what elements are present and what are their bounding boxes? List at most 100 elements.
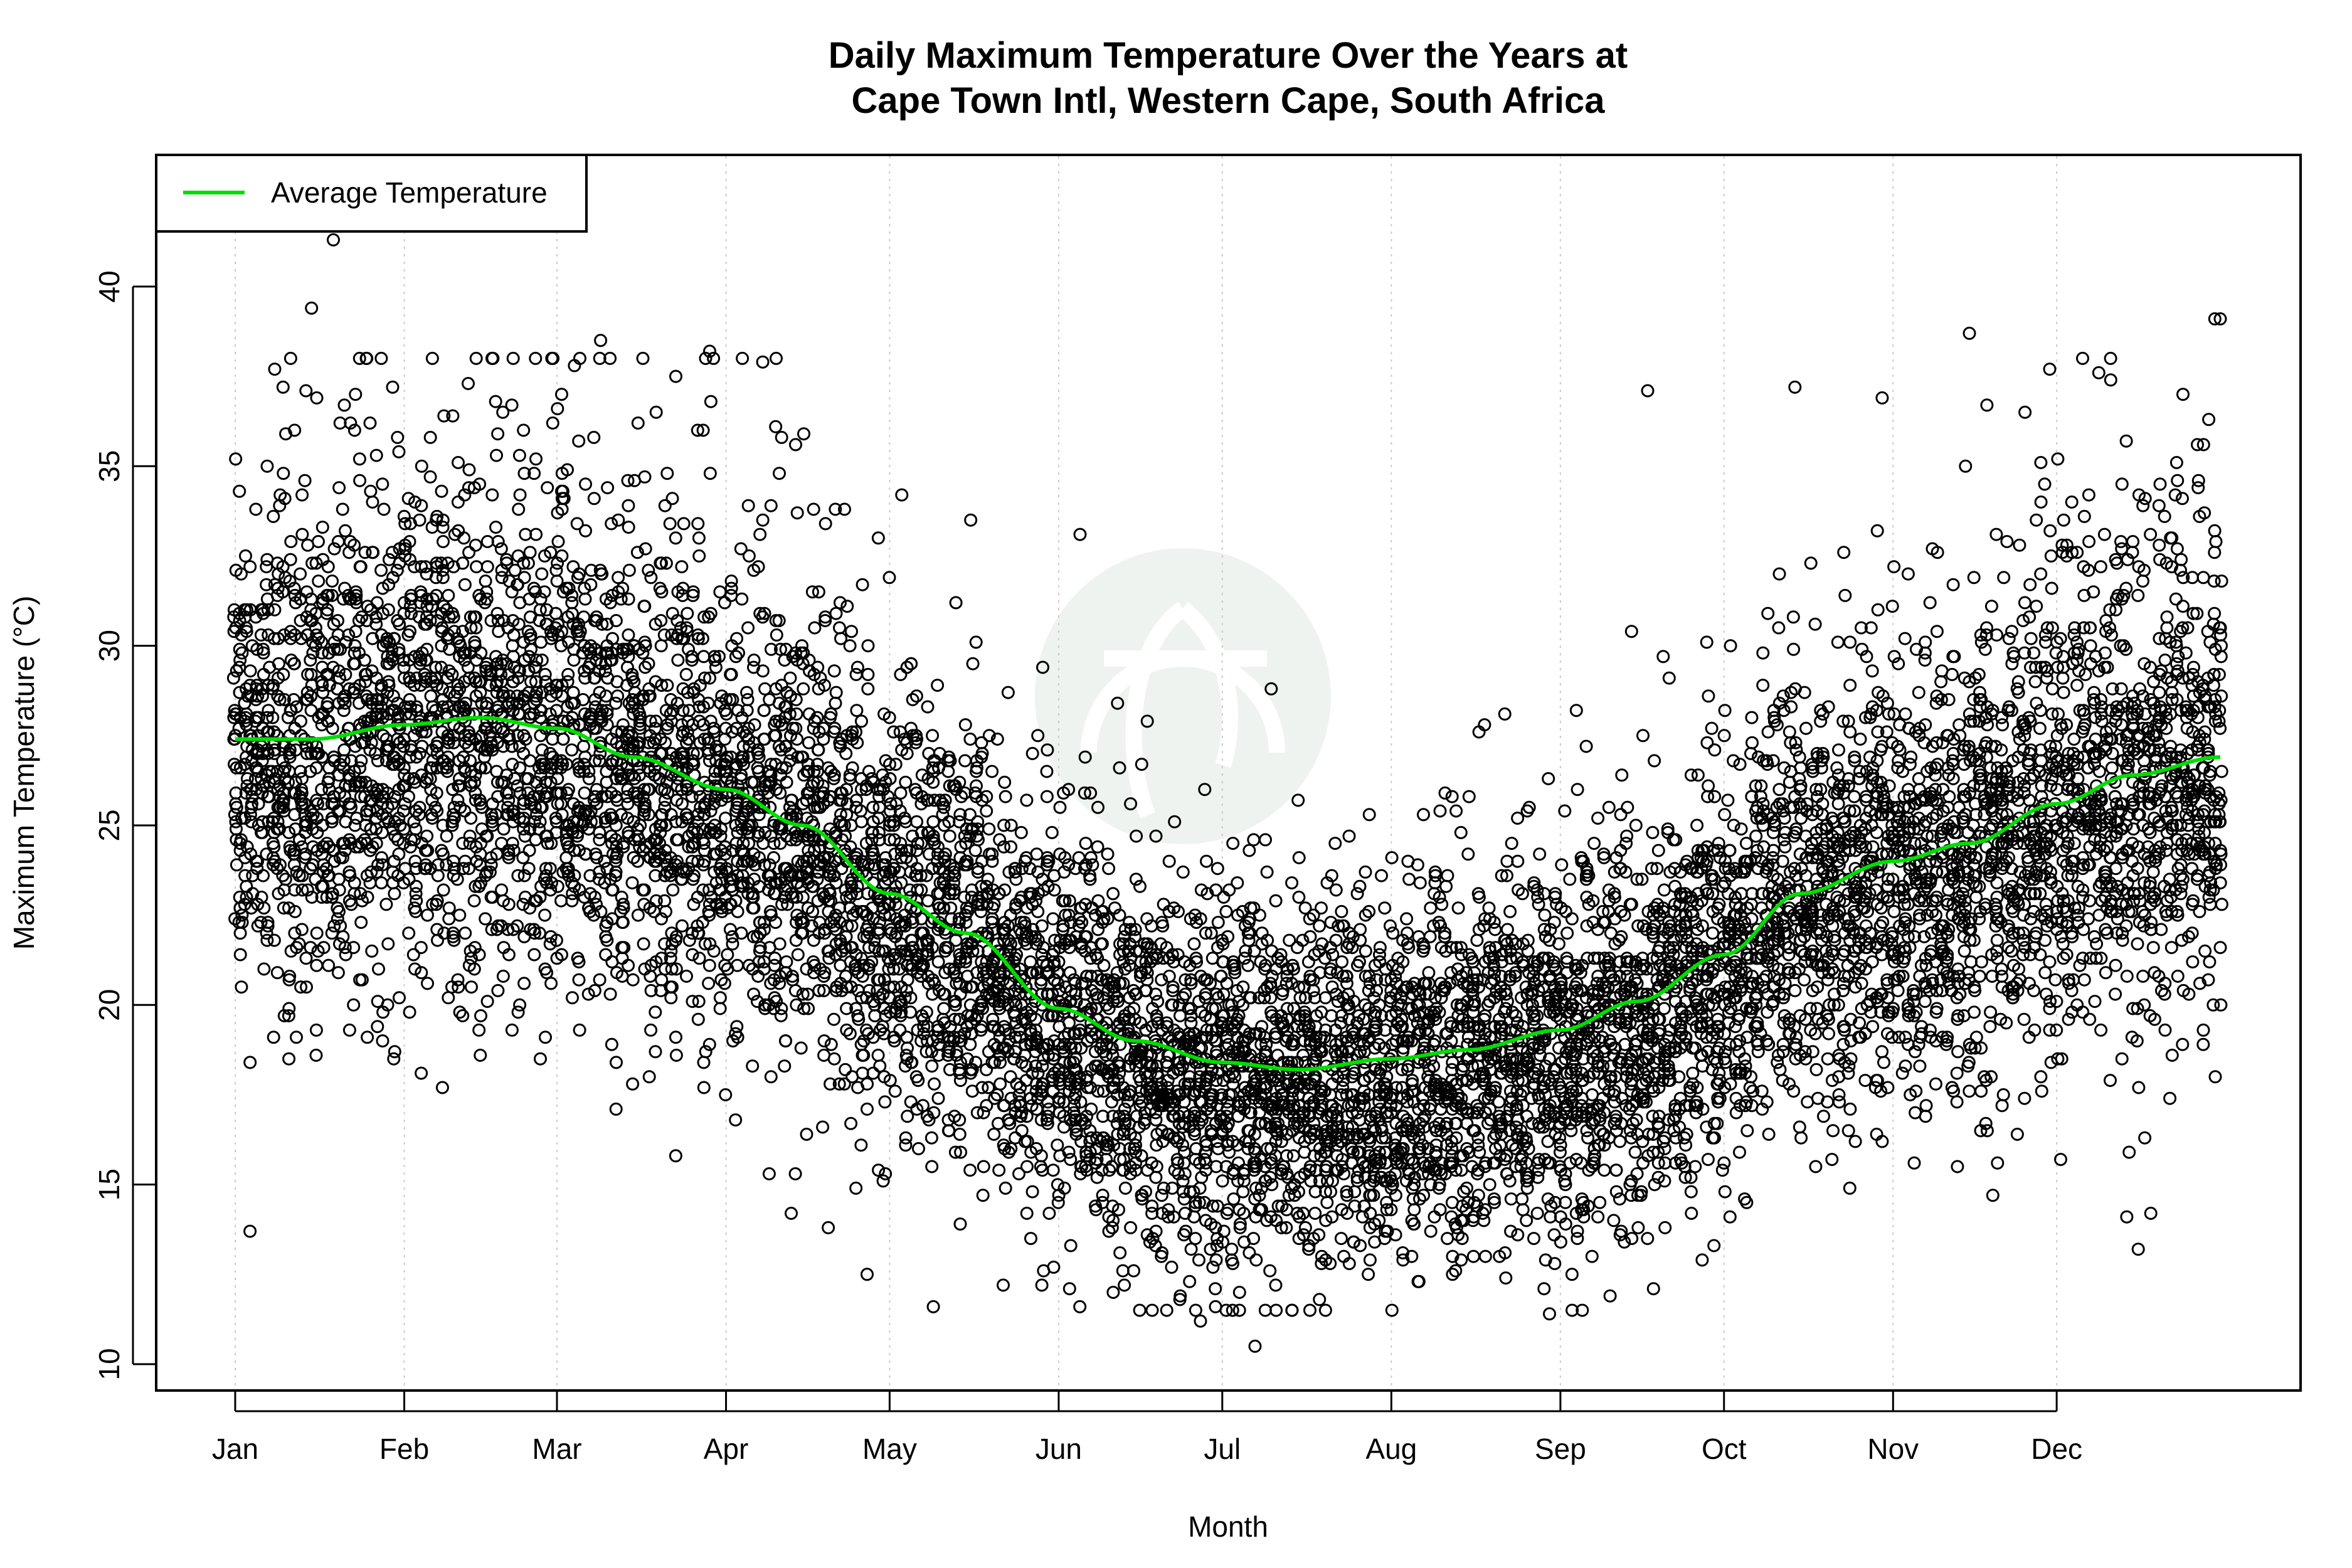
- data-point: [571, 571, 585, 585]
- data-point: [502, 844, 516, 857]
- data-point: [561, 675, 575, 689]
- data-point: [566, 887, 580, 901]
- data-point: [463, 733, 477, 746]
- data-point: [780, 955, 793, 969]
- data-point: [742, 549, 756, 563]
- data-point: [415, 966, 428, 980]
- data-point: [288, 904, 302, 918]
- data-point: [610, 1056, 623, 1069]
- data-point: [1225, 1242, 1239, 1256]
- data-point: [447, 808, 460, 822]
- data-point: [361, 1030, 374, 1044]
- data-point: [1091, 840, 1104, 854]
- data-point: [1041, 1095, 1055, 1109]
- data-point: [633, 721, 647, 735]
- data-point: [398, 517, 412, 531]
- data-point: [511, 578, 524, 591]
- data-point: [461, 660, 475, 674]
- data-point: [386, 380, 400, 394]
- data-point: [500, 768, 514, 782]
- data-point: [457, 862, 470, 876]
- data-point: [565, 596, 579, 610]
- data-point: [277, 667, 290, 681]
- data-point: [756, 610, 770, 624]
- data-point: [456, 556, 470, 570]
- data-point: [233, 654, 247, 667]
- data-point: [414, 941, 428, 955]
- data-point: [445, 815, 459, 829]
- data-point: [1232, 1303, 1246, 1317]
- data-point: [612, 513, 625, 527]
- data-point: [381, 603, 395, 617]
- data-point: [412, 808, 426, 822]
- data-point: [484, 858, 498, 872]
- data-point: [713, 585, 727, 599]
- data-point: [325, 891, 339, 904]
- data-point: [430, 923, 444, 936]
- data-point: [261, 746, 275, 760]
- data-point: [421, 977, 434, 990]
- data-point: [415, 1066, 428, 1080]
- data-point: [601, 481, 615, 495]
- data-point: [921, 700, 935, 714]
- data-point: [944, 901, 958, 915]
- data-point: [255, 603, 268, 617]
- data-point: [512, 448, 526, 462]
- data-point: [1079, 837, 1093, 850]
- data-point: [1242, 1246, 1256, 1259]
- data-point: [621, 797, 635, 811]
- data-point: [305, 614, 319, 627]
- data-point: [600, 933, 614, 947]
- data-point: [312, 632, 326, 645]
- data-point: [494, 721, 508, 735]
- data-point: [762, 1167, 776, 1180]
- data-point: [1260, 865, 1274, 879]
- data-point: [816, 1120, 830, 1134]
- data-point: [331, 912, 344, 926]
- data-point: [849, 1181, 863, 1195]
- data-point: [288, 628, 302, 642]
- data-point: [257, 962, 271, 976]
- data-point: [440, 632, 454, 645]
- data-point: [556, 484, 569, 498]
- data-point: [560, 786, 574, 800]
- data-point: [369, 610, 383, 624]
- data-point: [637, 783, 651, 797]
- data-point: [899, 775, 913, 789]
- data-point: [1051, 1138, 1064, 1152]
- data-point: [555, 948, 568, 961]
- data-point: [388, 632, 401, 645]
- data-point: [632, 833, 646, 847]
- data-point: [239, 549, 252, 563]
- data-point: [440, 858, 453, 872]
- data-point: [452, 980, 465, 994]
- data-point: [491, 535, 505, 548]
- data-point: [305, 812, 318, 825]
- data-point: [430, 804, 444, 818]
- data-point: [467, 894, 481, 908]
- data-point: [391, 707, 405, 721]
- data-point: [403, 1005, 416, 1019]
- data-point: [622, 628, 635, 642]
- data-point: [587, 430, 601, 444]
- data-point: [505, 398, 519, 412]
- data-point: [1177, 1228, 1191, 1242]
- data-point: [366, 546, 379, 559]
- data-point: [1133, 1303, 1147, 1317]
- data-point: [1035, 948, 1049, 961]
- data-point: [664, 944, 678, 958]
- data-point: [713, 991, 727, 1005]
- data-point: [770, 351, 783, 365]
- data-point: [270, 966, 284, 980]
- data-point: [729, 1113, 743, 1127]
- data-point: [829, 607, 843, 620]
- data-point: [535, 743, 549, 757]
- data-point: [338, 941, 352, 955]
- data-point: [680, 970, 693, 983]
- data-point: [281, 711, 295, 724]
- data-point: [622, 499, 635, 512]
- data-point: [789, 438, 802, 452]
- data-point: [579, 477, 592, 491]
- data-point: [691, 517, 705, 531]
- data-point: [294, 980, 308, 994]
